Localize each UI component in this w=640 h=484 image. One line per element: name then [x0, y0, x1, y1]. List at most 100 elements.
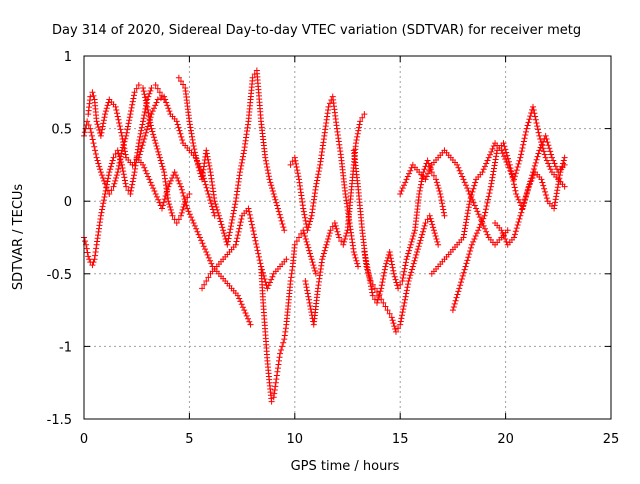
data-point-interp	[378, 282, 385, 289]
series-track-12	[397, 147, 511, 248]
data-point-interp	[507, 165, 514, 172]
data-point-interp	[493, 153, 500, 160]
data-point-interp	[97, 166, 104, 173]
data-point	[395, 285, 402, 292]
data-point	[118, 161, 125, 168]
x-tick-label: 20	[497, 432, 514, 447]
data-point-interp	[230, 210, 237, 217]
data-point-interp	[476, 224, 483, 231]
data-point-interp	[487, 186, 494, 193]
data-point	[127, 190, 134, 197]
data-point-interp	[276, 354, 283, 361]
data-point-interp	[127, 187, 134, 194]
data-point-interp	[393, 279, 400, 286]
data-point-interp	[255, 250, 262, 257]
data-point-interp	[540, 182, 547, 189]
data-point	[106, 169, 113, 176]
data-point-interp	[188, 130, 195, 137]
data-point-interp	[111, 180, 118, 187]
data-point-interp	[298, 230, 305, 237]
data-point-interp	[483, 203, 490, 210]
data-point-interp	[415, 243, 422, 250]
data-point-interp	[539, 179, 546, 186]
data-point	[123, 183, 130, 190]
data-point-interp	[471, 235, 478, 242]
data-point-interp	[354, 130, 361, 137]
data-point-interp	[139, 121, 146, 128]
data-point-interp	[95, 160, 102, 167]
data-point	[211, 198, 218, 205]
data-point-interp	[120, 139, 127, 146]
data-point	[300, 205, 307, 212]
data-point-interp	[179, 189, 186, 196]
data-point-interp	[488, 177, 495, 184]
data-point-interp	[273, 199, 280, 206]
data-point-interp	[489, 171, 496, 178]
data-point-interp	[311, 264, 318, 271]
data-point	[504, 227, 511, 234]
data-point-interp	[406, 170, 413, 177]
data-point-interp	[399, 309, 406, 316]
data-point-interp	[546, 163, 553, 170]
data-point-interp	[240, 150, 247, 157]
data-point	[270, 190, 277, 197]
data-point-interp	[238, 301, 245, 308]
data-point-interp	[354, 260, 361, 267]
data-point-interp	[518, 151, 525, 158]
data-point	[441, 212, 448, 219]
data-point-interp	[92, 147, 99, 154]
data-point-interp	[465, 254, 472, 261]
data-point-interp	[289, 158, 296, 165]
data-point-interp	[238, 159, 245, 166]
data-point-interp	[511, 184, 518, 191]
data-point-interp	[430, 172, 437, 179]
data-point-interp	[161, 196, 168, 203]
data-point-interp	[435, 185, 442, 192]
data-point	[536, 147, 543, 154]
data-point-interp	[421, 222, 428, 229]
data-point-interp	[367, 283, 374, 290]
data-point-interp	[343, 230, 350, 237]
data-point-interp	[483, 228, 490, 235]
data-point-interp	[411, 257, 418, 264]
data-point	[517, 212, 524, 219]
data-point-interp	[417, 184, 424, 191]
data-point-interp	[463, 260, 470, 267]
data-point-interp	[364, 267, 371, 274]
data-point-interp	[477, 221, 484, 228]
data-point	[498, 227, 505, 234]
data-point	[384, 307, 391, 314]
data-point-interp	[100, 120, 107, 127]
data-point	[371, 285, 378, 292]
data-point-interp	[206, 166, 213, 173]
data-point-interp	[237, 219, 244, 226]
data-point-interp	[107, 163, 114, 170]
y-tick-label: -1	[59, 340, 72, 355]
data-point-interp	[256, 257, 263, 264]
data-point	[135, 140, 142, 147]
data-point-interp	[99, 206, 106, 213]
data-point-interp	[301, 233, 308, 240]
data-point	[232, 241, 239, 248]
data-point-interp	[120, 168, 127, 175]
data-point-interp	[313, 180, 320, 187]
data-point-interp	[487, 151, 494, 158]
data-point-interp	[509, 174, 516, 181]
data-point-interp	[153, 143, 160, 150]
data-point-interp	[459, 173, 466, 180]
data-point-interp	[300, 208, 307, 215]
data-point	[89, 262, 96, 269]
data-point-interp	[162, 96, 169, 103]
data-point-interp	[263, 160, 270, 167]
data-point	[538, 176, 545, 183]
data-point-interp	[400, 271, 407, 278]
data-point-interp	[529, 172, 536, 179]
data-point-interp	[404, 173, 411, 180]
data-point-interp	[321, 247, 328, 254]
data-point-interp	[155, 196, 162, 203]
data-point-interp	[407, 167, 414, 174]
data-point-interp	[253, 240, 260, 247]
data-point-interp	[489, 145, 496, 152]
data-point-interp	[282, 325, 289, 332]
data-point-interp	[502, 146, 509, 153]
